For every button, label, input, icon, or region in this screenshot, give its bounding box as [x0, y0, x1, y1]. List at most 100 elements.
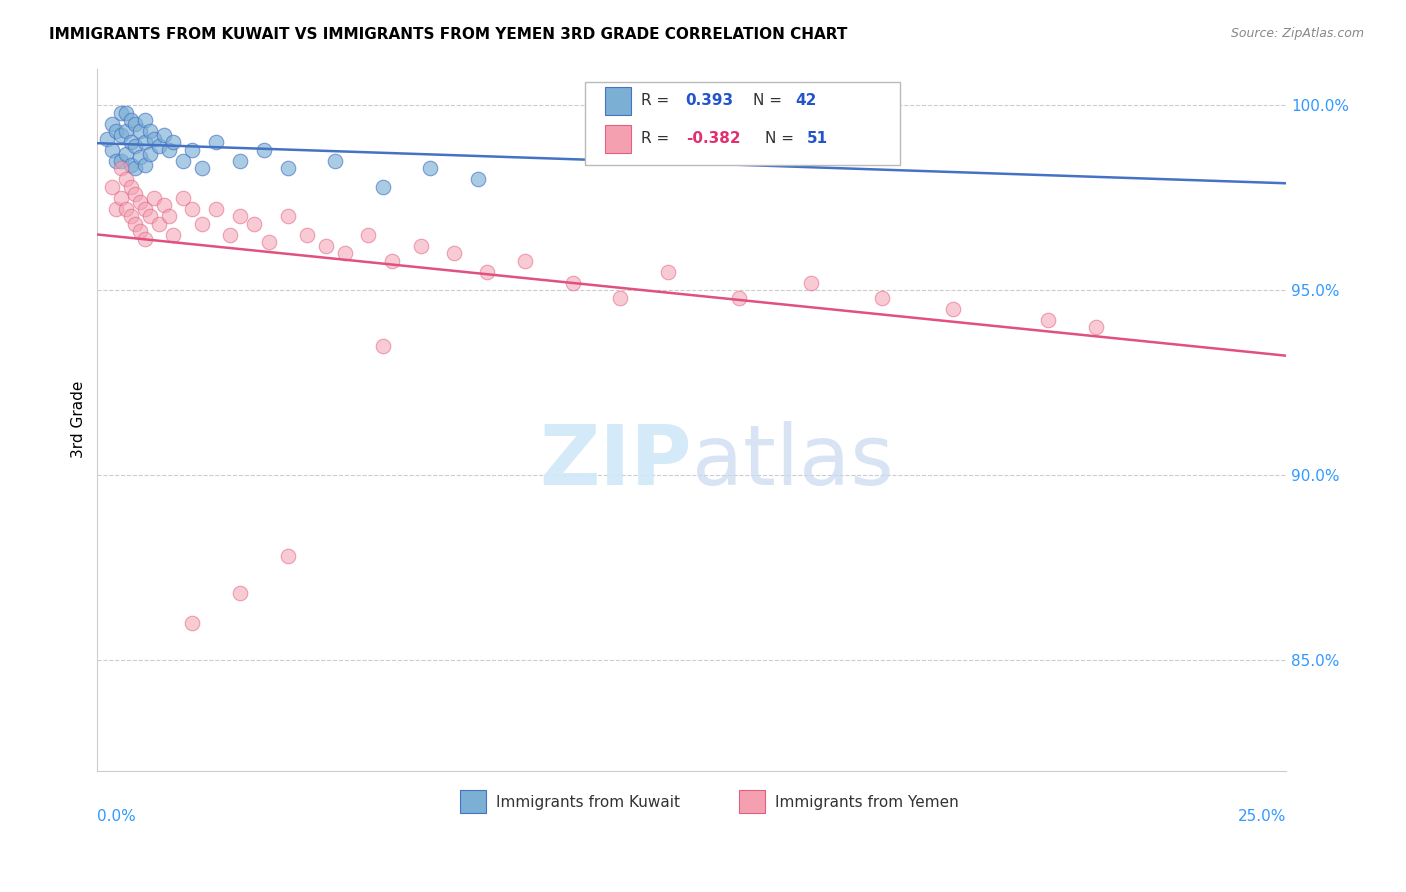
- Point: [120, 210, 142, 224]
- Point: [229, 586, 252, 600]
- Point: [381, 253, 404, 268]
- Point: [129, 150, 152, 164]
- Point: [124, 117, 146, 131]
- Text: 0.0%: 0.0%: [97, 809, 136, 824]
- Point: [148, 217, 170, 231]
- Point: [277, 549, 299, 564]
- Point: [124, 187, 146, 202]
- Point: [100, 143, 122, 157]
- Point: [277, 161, 299, 176]
- Point: [357, 227, 380, 242]
- Point: [172, 153, 194, 168]
- Point: [157, 210, 180, 224]
- Point: [1038, 313, 1060, 327]
- Point: [110, 128, 132, 142]
- Point: [138, 146, 160, 161]
- Point: [443, 246, 465, 260]
- Point: [467, 172, 489, 186]
- Text: ZIP: ZIP: [538, 421, 692, 502]
- Point: [229, 153, 252, 168]
- Point: [181, 615, 204, 630]
- Text: 0.393: 0.393: [686, 94, 734, 108]
- Point: [162, 136, 184, 150]
- Point: [409, 239, 432, 253]
- Point: [219, 227, 242, 242]
- Point: [134, 158, 156, 172]
- Text: Immigrants from Yemen: Immigrants from Yemen: [775, 795, 959, 810]
- Point: [100, 117, 122, 131]
- Point: [870, 291, 893, 305]
- Point: [138, 210, 160, 224]
- Point: [257, 235, 280, 250]
- Point: [1084, 320, 1107, 334]
- Point: [115, 106, 138, 120]
- Point: [134, 202, 156, 216]
- Point: [657, 265, 679, 279]
- Point: [134, 113, 156, 128]
- Text: N =: N =: [765, 131, 799, 146]
- Point: [191, 217, 214, 231]
- Point: [243, 217, 266, 231]
- Point: [181, 143, 204, 157]
- Point: [162, 227, 184, 242]
- Point: [561, 276, 583, 290]
- Text: Source: ZipAtlas.com: Source: ZipAtlas.com: [1230, 27, 1364, 40]
- Point: [129, 194, 152, 209]
- Point: [609, 291, 631, 305]
- Point: [181, 202, 204, 216]
- Point: [110, 106, 132, 120]
- Text: Immigrants from Kuwait: Immigrants from Kuwait: [495, 795, 679, 810]
- Point: [333, 246, 356, 260]
- Point: [205, 202, 228, 216]
- Point: [728, 291, 751, 305]
- Point: [229, 210, 252, 224]
- Point: [823, 143, 845, 157]
- Point: [172, 191, 194, 205]
- Point: [143, 132, 166, 146]
- Point: [124, 161, 146, 176]
- Point: [657, 124, 679, 138]
- Text: R =: R =: [641, 94, 673, 108]
- Point: [110, 153, 132, 168]
- Point: [124, 217, 146, 231]
- Point: [120, 136, 142, 150]
- Point: [419, 161, 441, 176]
- Point: [799, 276, 821, 290]
- Point: [277, 210, 299, 224]
- FancyBboxPatch shape: [585, 82, 900, 165]
- Point: [100, 179, 122, 194]
- Point: [134, 136, 156, 150]
- Text: 42: 42: [794, 94, 817, 108]
- Point: [105, 124, 128, 138]
- Point: [115, 146, 138, 161]
- Point: [134, 231, 156, 245]
- Point: [253, 143, 276, 157]
- Point: [110, 161, 132, 176]
- Point: [105, 202, 128, 216]
- Text: R =: R =: [641, 131, 673, 146]
- Point: [120, 158, 142, 172]
- Point: [120, 113, 142, 128]
- FancyBboxPatch shape: [605, 125, 631, 153]
- Point: [371, 339, 394, 353]
- Text: atlas: atlas: [692, 421, 893, 502]
- Text: IMMIGRANTS FROM KUWAIT VS IMMIGRANTS FROM YEMEN 3RD GRADE CORRELATION CHART: IMMIGRANTS FROM KUWAIT VS IMMIGRANTS FRO…: [49, 27, 848, 42]
- FancyBboxPatch shape: [605, 87, 631, 115]
- Point: [129, 124, 152, 138]
- Point: [105, 153, 128, 168]
- FancyBboxPatch shape: [740, 790, 765, 813]
- FancyBboxPatch shape: [460, 790, 486, 813]
- Point: [371, 179, 394, 194]
- Point: [138, 124, 160, 138]
- Point: [477, 265, 499, 279]
- Point: [191, 161, 214, 176]
- Point: [153, 128, 176, 142]
- Point: [143, 191, 166, 205]
- Text: 25.0%: 25.0%: [1237, 809, 1286, 824]
- Point: [515, 253, 537, 268]
- Point: [157, 143, 180, 157]
- Y-axis label: 3rd Grade: 3rd Grade: [72, 381, 86, 458]
- Point: [110, 191, 132, 205]
- Point: [148, 139, 170, 153]
- Point: [115, 124, 138, 138]
